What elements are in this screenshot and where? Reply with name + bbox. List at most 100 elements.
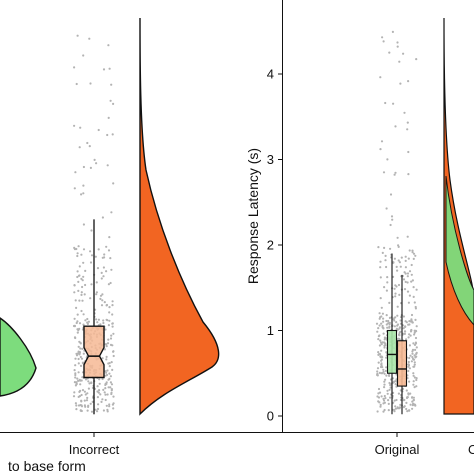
jitter-point — [99, 323, 102, 326]
jitter-point — [80, 379, 83, 382]
jitter-point — [90, 381, 93, 384]
jitter-point — [104, 343, 107, 346]
jitter-point — [407, 369, 410, 373]
jitter-point — [111, 322, 114, 325]
jitter-point — [411, 249, 414, 252]
jitter-point — [74, 402, 77, 405]
jitter-point — [383, 346, 386, 349]
jitter-point — [102, 319, 105, 322]
jitter-point — [110, 389, 113, 392]
jitter-point — [406, 290, 410, 293]
jitter-point — [384, 101, 387, 105]
right-panel: 0 1 2 3 4 Response Latency (s) Original Orig… — [245, 0, 474, 457]
jitter-point — [404, 255, 407, 258]
jitter-point — [385, 207, 388, 210]
jitter-point — [105, 358, 108, 361]
jitter-point — [398, 327, 401, 330]
jitter-point — [100, 277, 103, 280]
jitter-point — [105, 245, 108, 248]
jitter-point — [397, 259, 400, 262]
jitter-point — [101, 398, 104, 401]
jitter-point — [80, 409, 83, 413]
jitter-point — [392, 261, 395, 264]
jitter-point — [77, 350, 80, 353]
jitter-point — [102, 409, 105, 412]
jitter-point — [108, 365, 111, 368]
jitter-point — [96, 407, 100, 411]
jitter-point — [377, 338, 380, 341]
jitter-point — [77, 289, 80, 292]
jitter-point — [385, 366, 388, 369]
jitter-point — [112, 350, 115, 353]
jitter-point — [376, 373, 379, 376]
jitter-point — [377, 396, 381, 399]
jitter-point — [378, 344, 381, 347]
jitter-point — [97, 403, 100, 406]
jitter-point — [88, 145, 91, 148]
jitter-point — [100, 400, 103, 403]
jitter-point — [76, 275, 79, 279]
jitter-point — [90, 254, 94, 257]
jitter-point — [396, 323, 400, 326]
jitter-point — [85, 399, 89, 402]
jitter-point — [81, 285, 84, 289]
jitter-point — [402, 278, 406, 281]
jitter-point — [394, 407, 398, 410]
jitter-point — [106, 369, 109, 372]
jitter-point — [396, 236, 399, 239]
jitter-point — [79, 383, 82, 386]
jitter-point — [380, 341, 383, 344]
jitter-point — [72, 395, 76, 398]
jitter-point — [384, 337, 387, 340]
jitter-point — [408, 294, 411, 297]
jitter-point — [412, 399, 415, 402]
jitter-point — [376, 410, 379, 413]
jitter-point — [109, 99, 112, 102]
jitter-point — [377, 392, 380, 395]
jitter-point — [107, 386, 110, 389]
jitter-point — [77, 345, 80, 348]
jitter-point — [407, 257, 410, 260]
jitter-point — [387, 322, 390, 325]
left-x-axis-title: to base form — [8, 458, 86, 474]
left-orange-violin — [139, 17, 220, 416]
jitter-point — [376, 370, 379, 373]
jitter-point — [83, 293, 86, 296]
right-green-violin — [445, 175, 474, 326]
jitter-point — [399, 82, 402, 85]
jitter-point — [415, 385, 418, 388]
jitter-point — [89, 261, 93, 264]
jitter-point — [396, 45, 399, 48]
jitter-point — [103, 348, 106, 351]
jitter-point — [393, 399, 396, 402]
jitter-point — [84, 393, 87, 396]
jitter-point — [407, 80, 410, 83]
jitter-point — [97, 128, 100, 132]
jitter-point — [95, 162, 98, 165]
jitter-point — [379, 266, 382, 269]
jitter-point — [415, 377, 418, 380]
jitter-point — [415, 378, 418, 382]
jitter-point — [99, 393, 102, 396]
jitter-point — [412, 380, 415, 383]
jitter-point — [380, 349, 383, 352]
jitter-point — [106, 408, 109, 411]
jitter-point — [73, 187, 76, 190]
jitter-point — [396, 269, 399, 272]
jitter-point — [84, 283, 87, 287]
jitter-point — [77, 395, 80, 398]
jitter-point — [408, 333, 411, 336]
jitter-point — [102, 321, 105, 325]
jitter-point — [408, 249, 411, 252]
jitter-point — [413, 333, 416, 336]
jitter-point — [82, 275, 85, 278]
jitter-point — [410, 313, 414, 317]
jitter-point — [89, 402, 92, 405]
jitter-point — [81, 347, 84, 350]
jitter-point — [415, 288, 418, 291]
jitter-point — [82, 184, 85, 187]
jitter-point — [379, 339, 382, 342]
jitter-point — [75, 354, 79, 357]
jitter-point — [108, 377, 111, 380]
jitter-point — [88, 382, 91, 385]
